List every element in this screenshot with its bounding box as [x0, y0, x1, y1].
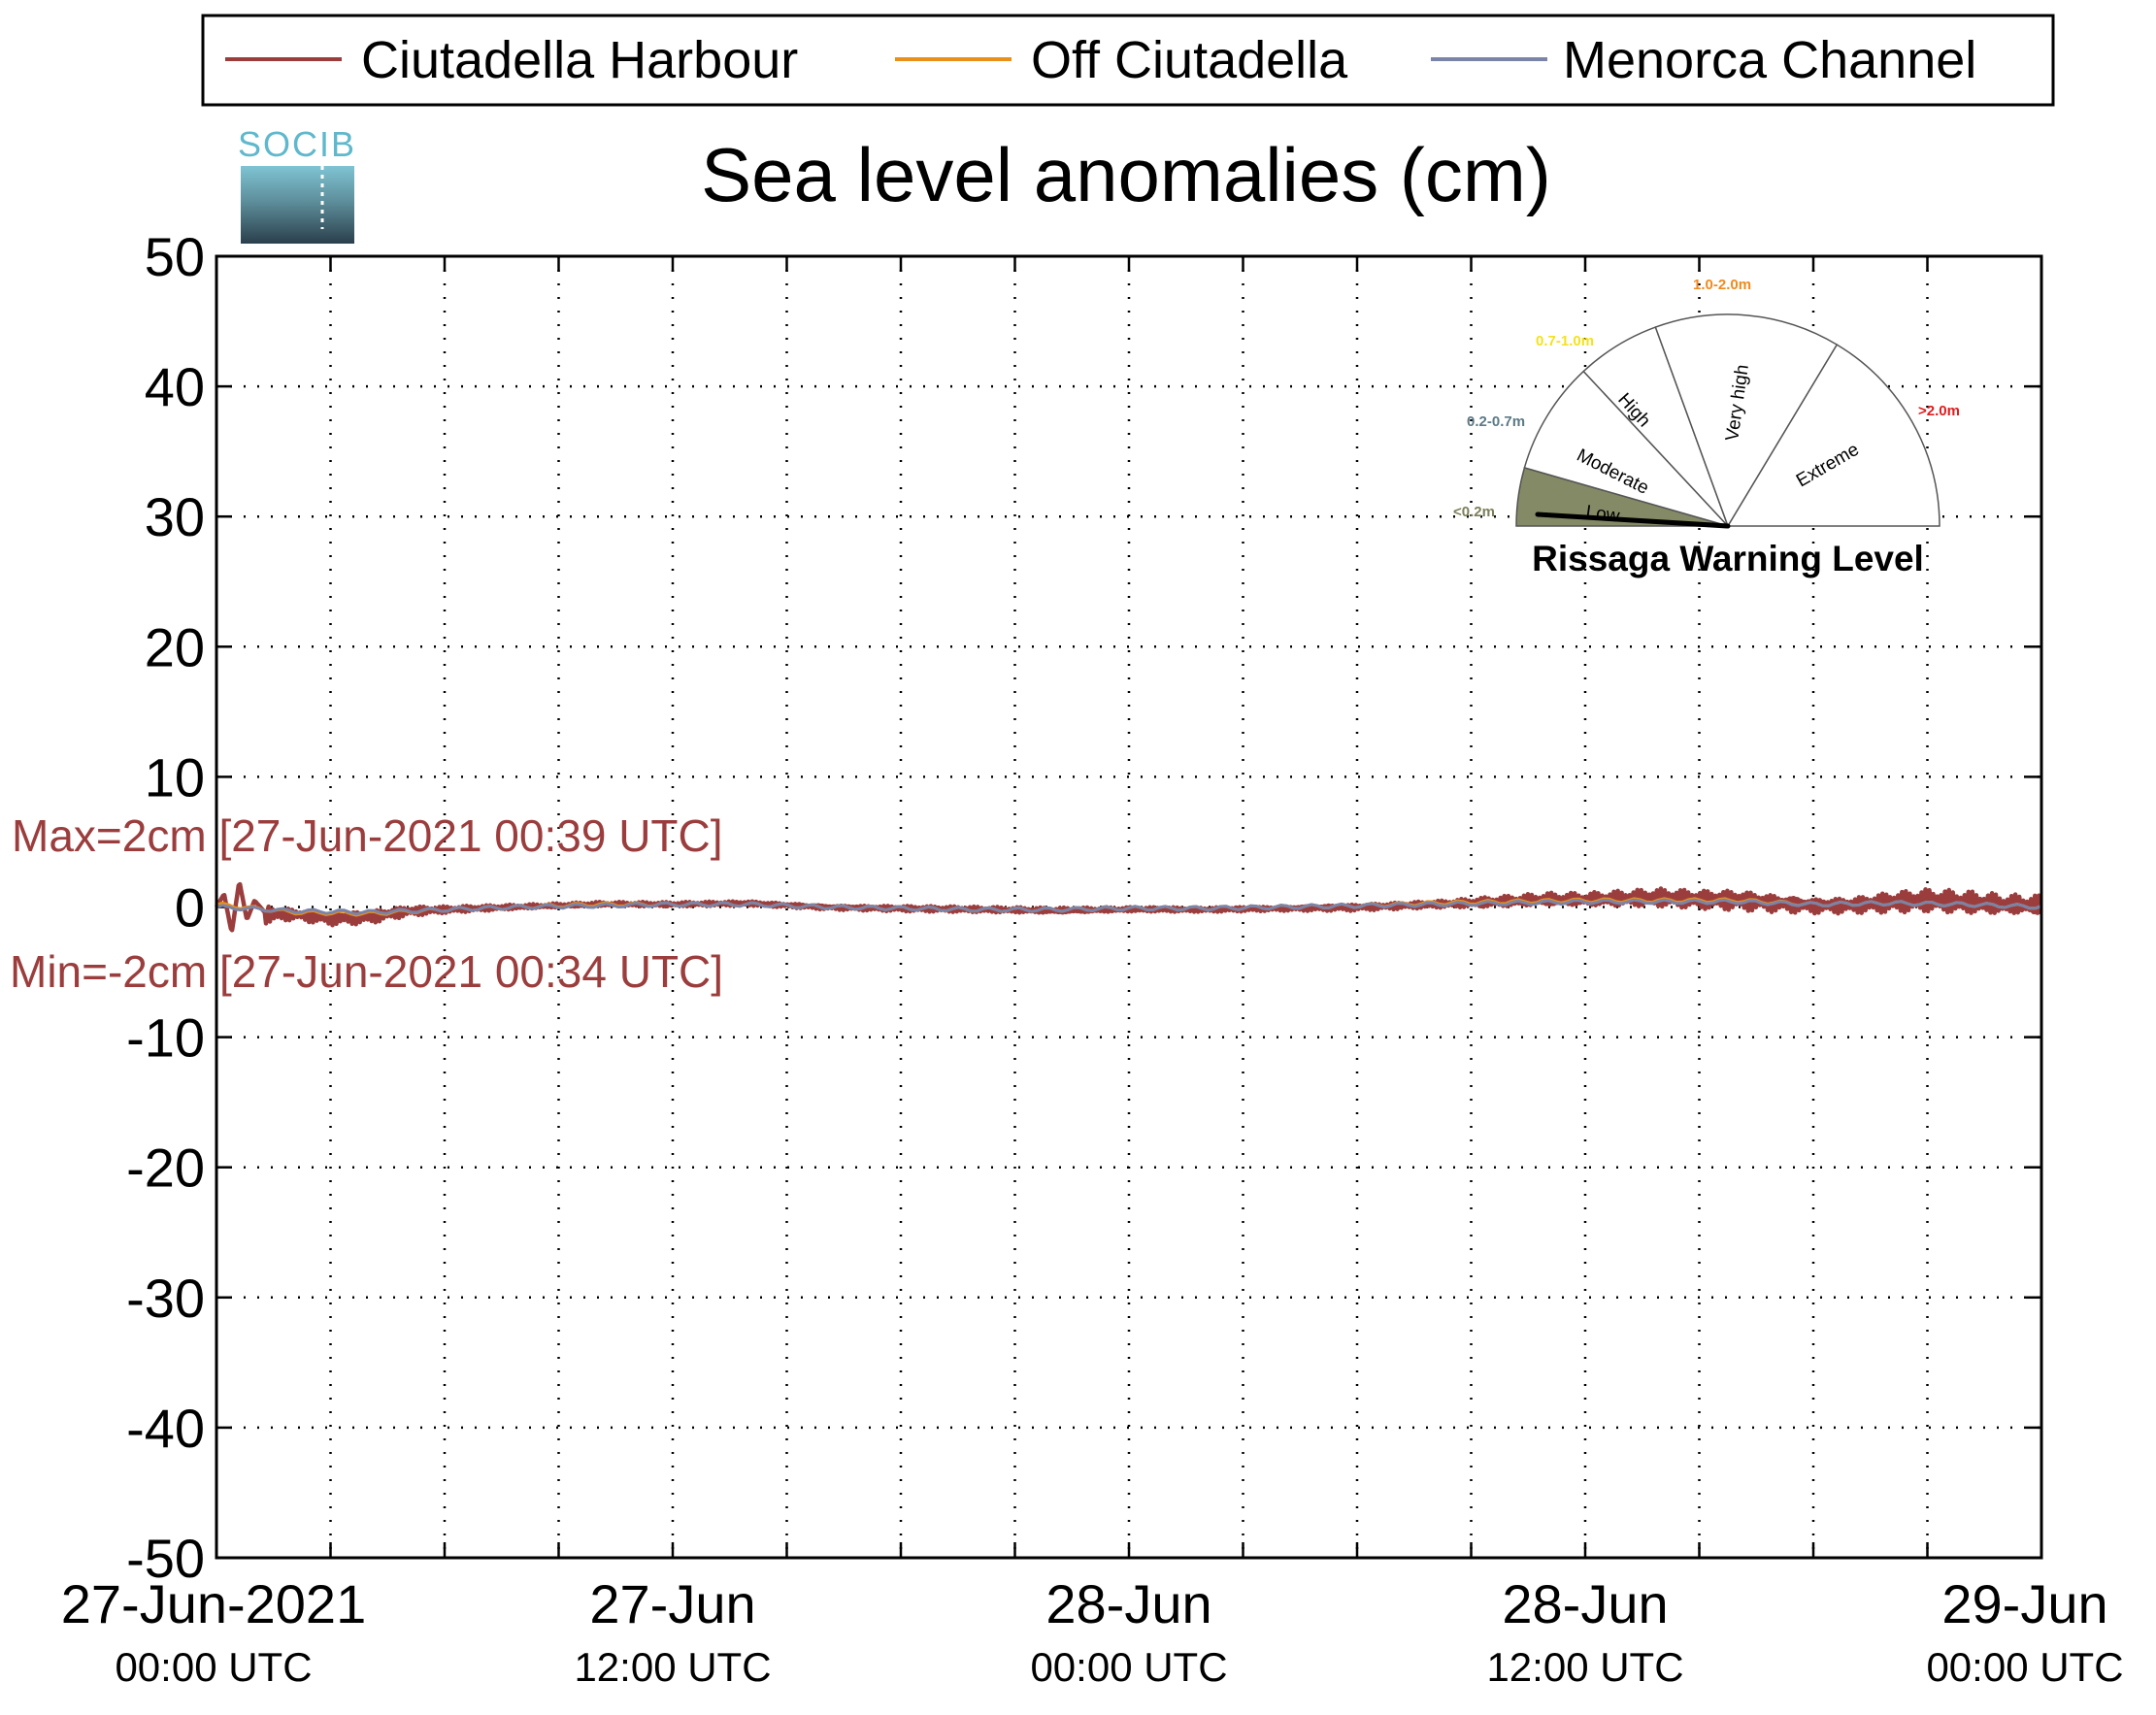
gauge-segment-extreme: [1726, 344, 1940, 527]
gauge-title: Rissaga Warning Level: [1532, 539, 1924, 578]
legend-label-off-ciutadella: Off Ciutadella: [1031, 31, 1348, 89]
y-tick-label: 30: [145, 486, 205, 547]
legend-box: [201, 14, 2055, 107]
plot-border: [215, 254, 2043, 1560]
x-tick-label-date: 29-Jun: [1941, 1573, 2107, 1634]
x-tick-label-time: 12:00 UTC: [574, 1644, 771, 1690]
legend-label-ciutadella-harbour: Ciutadella Harbour: [361, 31, 798, 89]
gauge-range-low: <0.2m: [1453, 504, 1495, 520]
gauge-range-very-high: 1.0-2.0m: [1693, 277, 1751, 293]
socib-logo-text: SOCIB: [238, 124, 356, 164]
min-annotation: Min=-2cm [27-Jun-2021 00:34 UTC]: [10, 946, 723, 997]
socib-logo: SOCIB: [238, 124, 356, 244]
y-tick-label: 50: [145, 226, 205, 287]
x-tick-label-date: 27-Jun: [589, 1573, 755, 1634]
legend-label-menorca-channel: Menorca Channel: [1563, 31, 1976, 89]
gauge-range-moderate: 0.2-0.7m: [1467, 413, 1525, 430]
x-tick-label-date: 28-Jun: [1502, 1573, 1668, 1634]
x-axis: 27-Jun-2021 00:00 UTC 27-Jun 12:00 UTC 28-Ju…: [61, 256, 2124, 1690]
y-tick-label: 20: [145, 616, 205, 677]
y-tick-label: -30: [126, 1268, 205, 1329]
y-tick-label: 10: [145, 746, 205, 808]
max-annotation: Max=2cm [27-Jun-2021 00:39 UTC]: [12, 810, 723, 861]
series-line-ciutadella-harbour: [215, 881, 2042, 933]
gauge-label-low: Low: [1584, 502, 1621, 527]
chart-title: Sea level anomalies (cm): [701, 132, 1551, 217]
y-tick-label: 40: [145, 356, 205, 417]
y-tick-label: -50: [126, 1528, 205, 1589]
legend: Ciutadella Harbour Off Ciutadella Menorc…: [201, 14, 2055, 107]
y-tick-label: -40: [126, 1398, 205, 1459]
gauge-needle: [1535, 511, 1731, 529]
y-tick-label: -20: [126, 1138, 205, 1199]
y-tick-label: -10: [126, 1007, 205, 1069]
gauge-segment-moderate: [1523, 370, 1731, 528]
socib-logo-block: [241, 166, 354, 244]
gauge-range-high: 0.7-1.0m: [1536, 333, 1594, 349]
y-tick-label: 0: [175, 877, 205, 939]
x-tick-label-time: 00:00 UTC: [1030, 1644, 1227, 1690]
x-tick-label-time: 00:00 UTC: [115, 1644, 312, 1690]
x-tick-label-date: 28-Jun: [1045, 1573, 1211, 1634]
x-tick-label-date: 27-Jun-2021: [61, 1573, 366, 1634]
x-tick-label-time: 12:00 UTC: [1486, 1644, 1683, 1690]
gauge-range-extreme: >2.0m: [1918, 403, 1960, 419]
series-lines: [215, 881, 2042, 933]
rissaga-warning-gauge: Low Moderate High Very high Extreme <0.2…: [1453, 277, 1960, 578]
x-tick-label-time: 00:00 UTC: [1926, 1644, 2123, 1690]
series-line-menorca-channel: [216, 898, 2042, 916]
gauge-segment-very-high: [1654, 313, 1839, 528]
y-axis: 50 40 30 20 10 0 -10 -20 -30 -40 -50: [126, 226, 2041, 1589]
